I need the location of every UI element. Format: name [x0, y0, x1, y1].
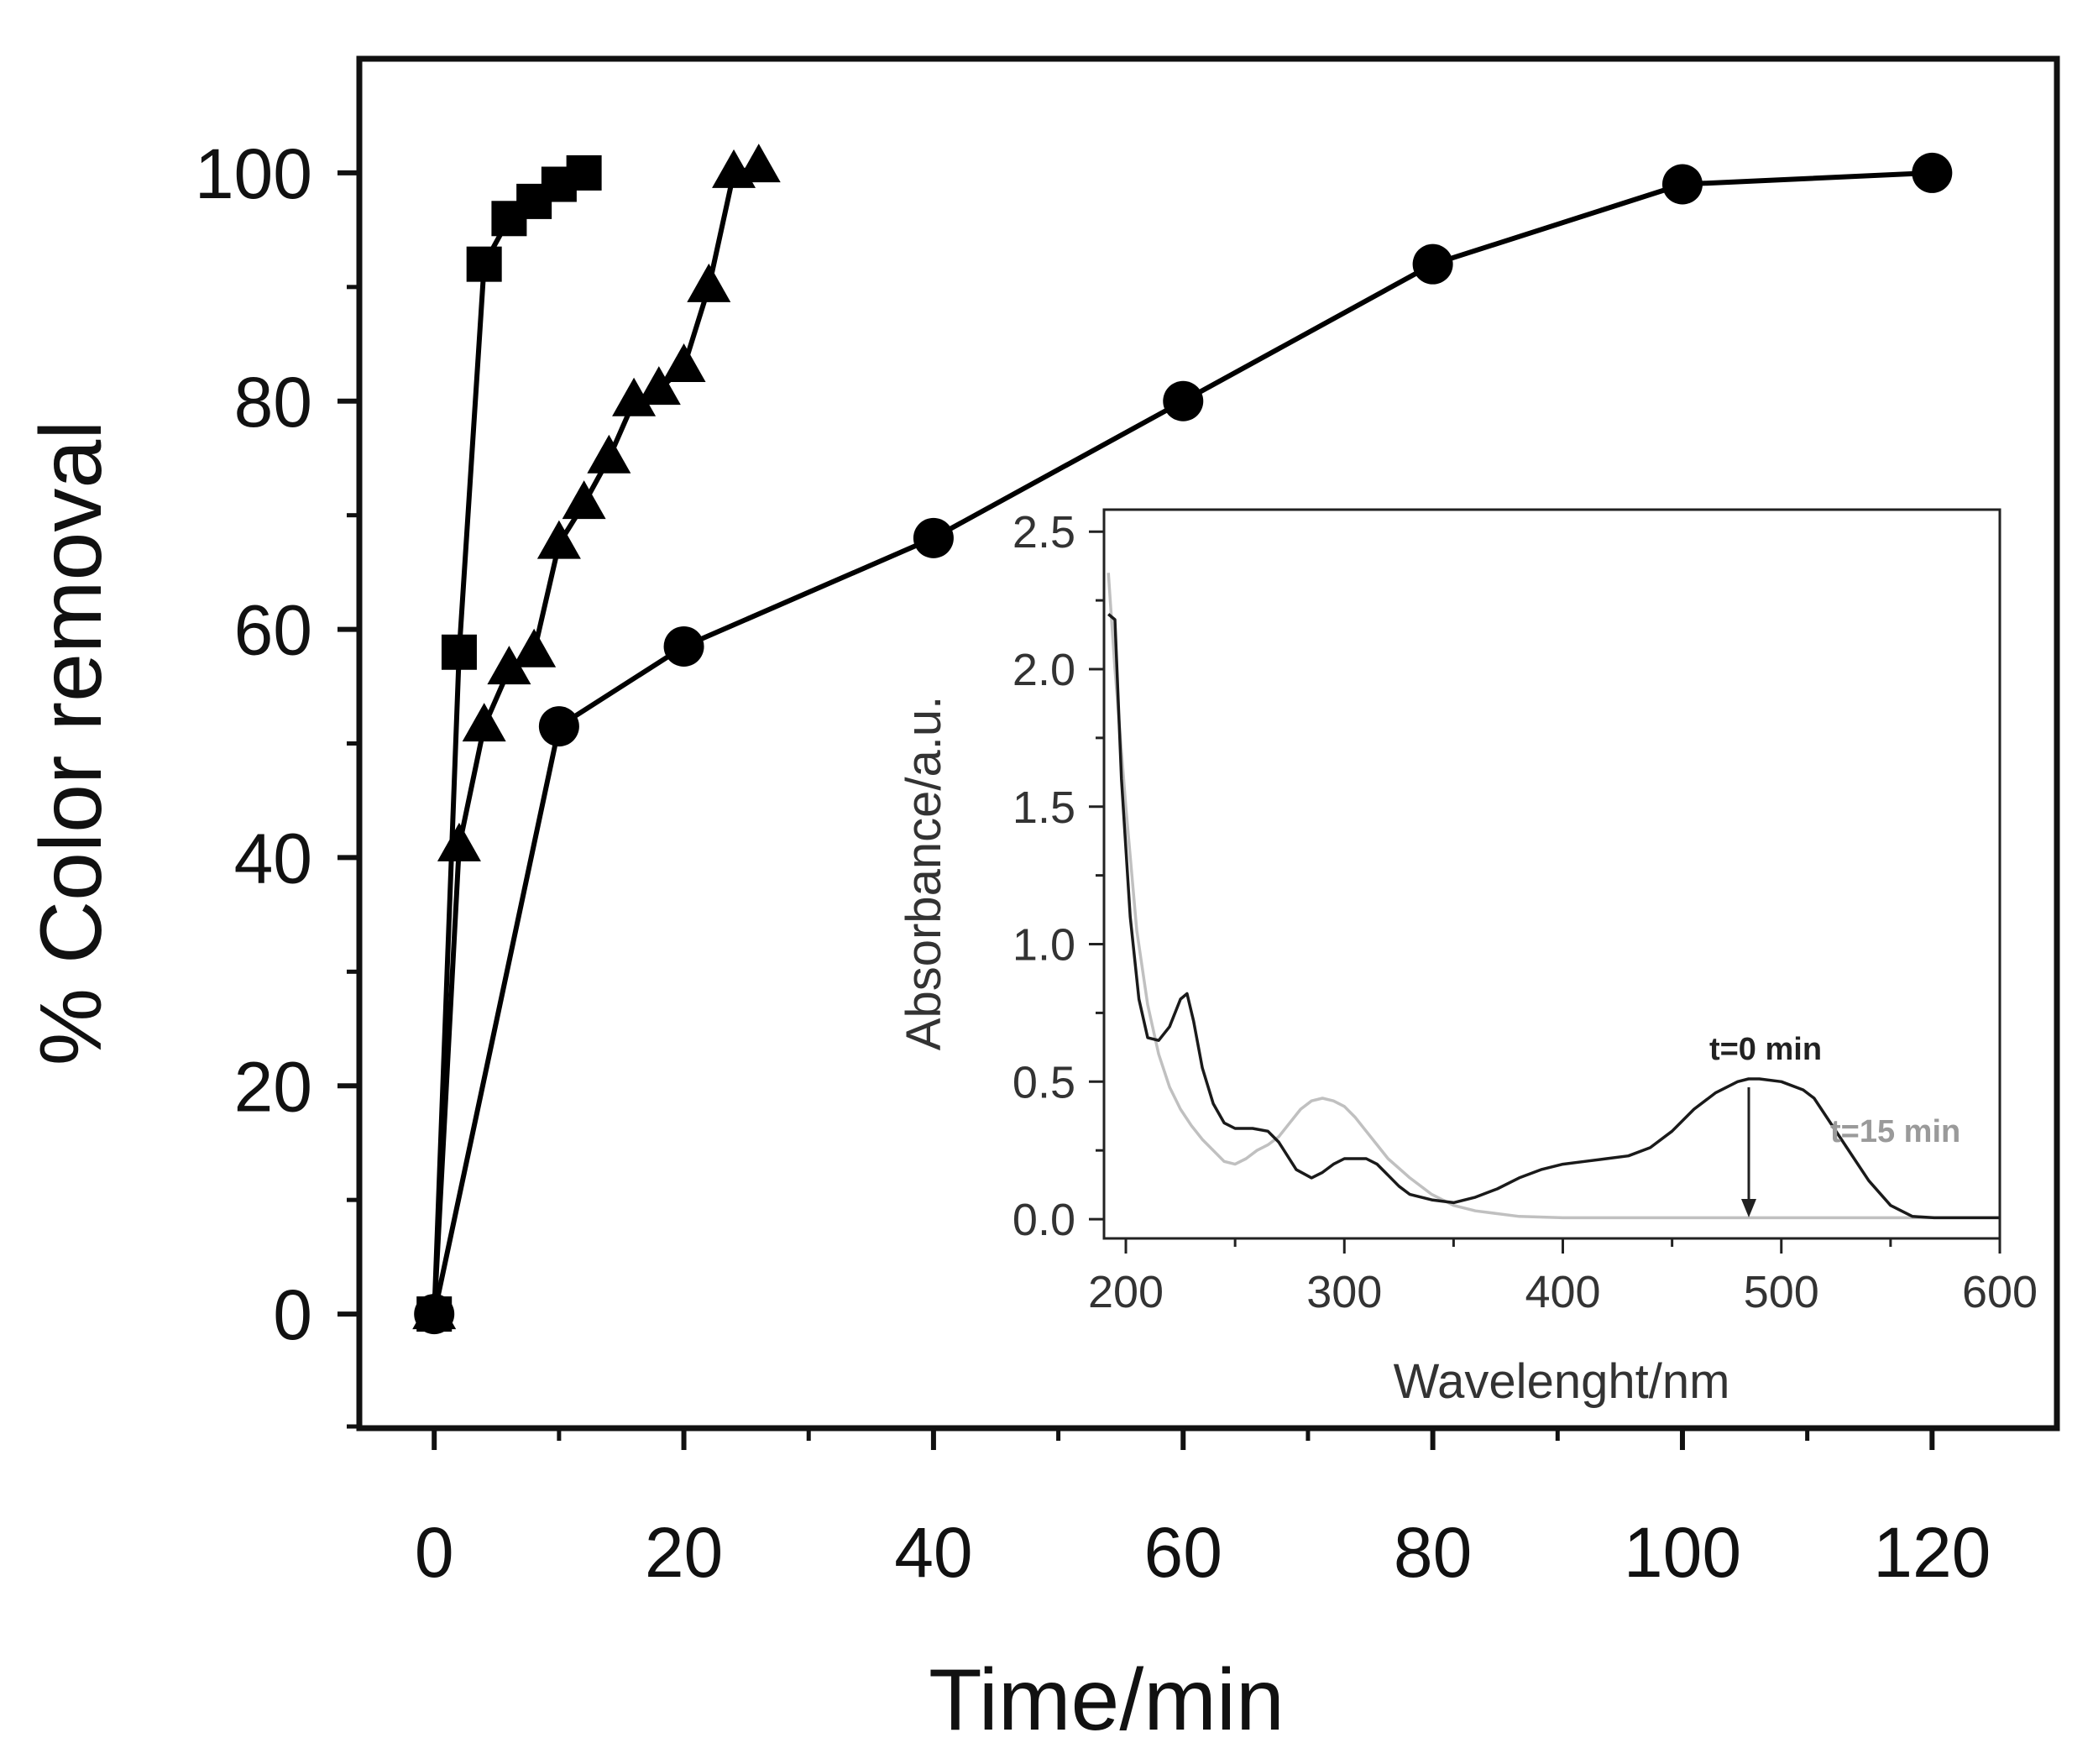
inset-y-tick-label: 2.0 — [1012, 645, 1075, 695]
square-marker — [566, 154, 602, 191]
circle-marker — [1412, 243, 1453, 285]
main-y-tick-label: 40 — [234, 819, 312, 898]
circles-line — [432, 170, 1933, 1315]
inset-x-axis-title: Wavelenght/nm — [1394, 1354, 1730, 1409]
inset-y-tick-label: 1.0 — [1012, 920, 1075, 971]
circle-marker — [913, 517, 954, 558]
main-ticks — [337, 170, 1935, 1450]
annotation-t0: t=0 min — [1709, 1032, 1822, 1067]
triangle-marker — [536, 520, 581, 559]
inset-y-axis-title: Absorbance/a.u. — [897, 696, 951, 1050]
triangle-marker — [662, 343, 706, 382]
inset-x-tick-label: 300 — [1306, 1267, 1382, 1317]
main-x-axis-title: Time/min — [929, 1651, 1285, 1749]
inset-plot-background — [1104, 510, 2000, 1238]
circle-marker — [1912, 152, 1953, 193]
inset-ticks — [1089, 530, 2001, 1254]
spectrum-line-t-0-min — [1107, 613, 2000, 1220]
main-x-tick-label: 80 — [1394, 1513, 1472, 1592]
main-x-tick-label: 100 — [1624, 1513, 1741, 1592]
triangle-marker — [587, 434, 631, 474]
spectrum-line-t-15-min — [1107, 573, 2000, 1220]
triangle-marker — [487, 646, 531, 685]
triangle-marker — [512, 628, 557, 667]
main-y-tick-label: 80 — [234, 363, 312, 442]
main-y-tick-label: 60 — [234, 591, 312, 670]
circle-marker — [663, 626, 704, 667]
triangle-marker — [612, 377, 657, 416]
main-y-tick-label: 100 — [195, 134, 312, 213]
circle-marker — [414, 1294, 455, 1335]
square-marker — [466, 246, 502, 282]
inset-y-tick-label: 2.5 — [1012, 507, 1075, 557]
inset-plot-frame — [1102, 508, 2001, 1240]
main-tick-labels: 0 20 40 60 80 100 120 0 20 40 60 80 100 — [195, 134, 1991, 1592]
main-y-axis-title: % Color removal — [23, 421, 120, 1066]
triangle-marker — [636, 366, 681, 406]
main-y-tick-label: 0 — [273, 1275, 312, 1354]
decay-arrow-head — [1741, 1199, 1756, 1217]
inset-x-tick-label: 600 — [1962, 1267, 2038, 1317]
inset-x-tick-label: 400 — [1525, 1267, 1600, 1317]
circle-marker — [538, 706, 579, 747]
inset-series — [1107, 573, 2000, 1220]
main-x-tick-label: 40 — [894, 1513, 972, 1592]
main-series — [412, 144, 1953, 1335]
inset-tick-labels: 200 300 400 500 600 0.0 0.5 1.0 1.5 2.0 2.5 — [1012, 507, 2038, 1317]
inset-y-tick-label: 0.5 — [1012, 1057, 1075, 1107]
inset-x-tick-label: 500 — [1744, 1267, 1819, 1317]
main-x-tick-label: 60 — [1144, 1513, 1222, 1592]
circle-marker — [1163, 380, 1204, 421]
triangle-marker — [687, 263, 731, 302]
main-x-tick-label: 20 — [645, 1513, 723, 1592]
inset-annotation: t=0 min t=15 min — [1709, 1032, 1960, 1217]
triangle-marker — [736, 144, 781, 183]
annotation-t15: t=15 min — [1830, 1114, 1960, 1149]
triangle-marker — [437, 822, 481, 861]
inset-chart: 200 300 400 500 600 0.0 0.5 1.0 1.5 2.0 2.5 t=0 mi… — [897, 507, 2038, 1409]
main-x-tick-label: 120 — [1873, 1513, 1991, 1592]
triangle-marker — [462, 703, 506, 742]
inset-x-tick-label: 200 — [1088, 1267, 1164, 1317]
inset-y-tick-label: 0.0 — [1012, 1195, 1075, 1245]
inset-y-tick-label: 1.5 — [1012, 783, 1075, 833]
main-x-tick-label: 0 — [415, 1513, 454, 1592]
main-y-tick-label: 20 — [234, 1047, 312, 1126]
main-chart: 0 20 40 60 80 100 120 0 20 40 60 80 100 Time/min % C… — [23, 55, 2060, 1749]
triangle-marker — [562, 480, 606, 520]
circle-marker — [1661, 164, 1703, 205]
square-marker — [441, 634, 477, 670]
